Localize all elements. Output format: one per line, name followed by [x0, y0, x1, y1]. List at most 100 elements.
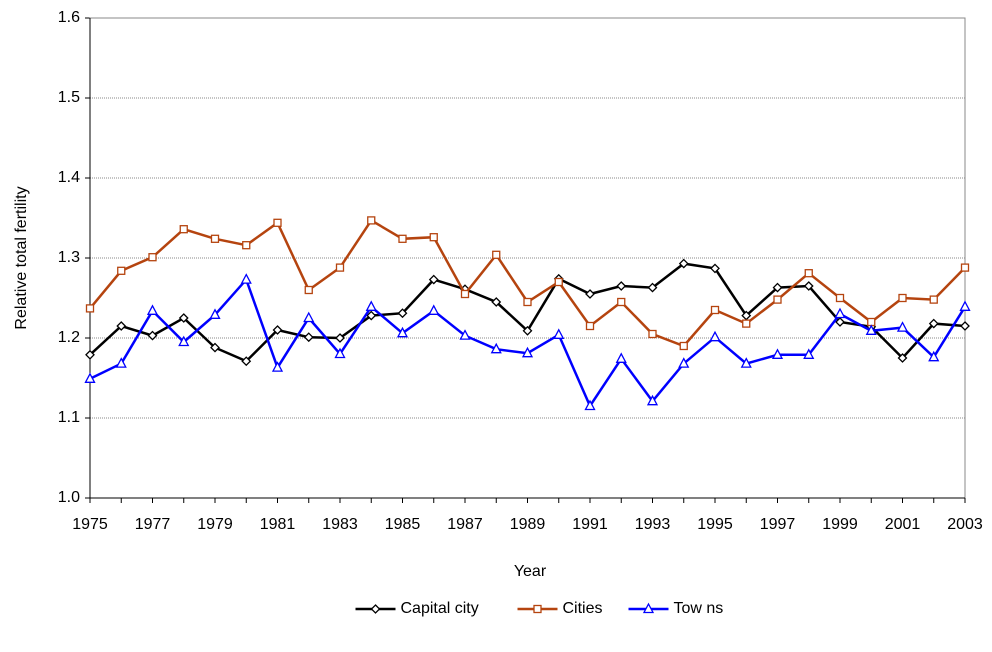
marker	[492, 250, 501, 259]
marker	[804, 269, 813, 278]
marker	[365, 300, 377, 311]
x-tick-label: 1997	[760, 516, 796, 533]
marker	[679, 341, 688, 351]
marker	[522, 325, 533, 336]
y-tick-label: 1.2	[58, 329, 80, 346]
x-tick-label: 1999	[822, 516, 858, 533]
marker	[709, 330, 721, 342]
marker	[834, 307, 846, 319]
marker	[459, 329, 471, 340]
marker	[803, 348, 815, 359]
marker	[710, 263, 720, 274]
marker	[209, 308, 221, 319]
marker	[210, 234, 220, 243]
marker	[271, 361, 284, 372]
marker	[521, 346, 534, 358]
marker	[242, 241, 251, 250]
marker	[898, 293, 907, 303]
marker	[303, 311, 315, 323]
marker	[273, 218, 282, 227]
marker	[240, 273, 252, 284]
marker	[115, 357, 127, 368]
y-tick-label: 1.1	[58, 409, 80, 426]
marker	[835, 293, 845, 303]
marker	[146, 304, 159, 315]
marker	[303, 332, 314, 343]
marker	[803, 281, 814, 291]
marker	[897, 353, 908, 363]
marker	[928, 318, 939, 329]
marker	[585, 321, 595, 331]
marker	[648, 329, 657, 339]
marker	[678, 357, 690, 368]
x-tick-label: 1989	[510, 516, 546, 533]
marker	[585, 289, 595, 299]
marker	[428, 274, 439, 285]
marker	[929, 295, 938, 304]
marker	[366, 310, 377, 321]
x-tick-label: 2003	[947, 516, 983, 533]
marker	[178, 313, 189, 323]
marker	[772, 282, 783, 293]
legend-marker	[370, 604, 381, 614]
marker	[147, 330, 158, 341]
marker	[491, 297, 502, 307]
marker	[396, 326, 409, 338]
x-tick-label: 1985	[385, 516, 421, 533]
x-tick-label: 1993	[635, 516, 671, 533]
legend-marker	[642, 602, 655, 614]
y-tick-label: 1.3	[58, 249, 80, 266]
y-axis-label: Relative total fertility	[13, 186, 30, 329]
legend-marker	[533, 604, 542, 614]
marker	[928, 350, 940, 362]
marker	[584, 399, 596, 411]
series-line	[89, 262, 966, 363]
marker	[646, 394, 659, 406]
marker	[710, 305, 720, 315]
marker	[272, 325, 283, 335]
y-tick-label: 1.5	[58, 89, 80, 106]
y-tick-label: 1.0	[58, 489, 80, 506]
marker	[490, 342, 502, 354]
x-tick-label: 1987	[447, 516, 483, 533]
marker	[398, 234, 407, 243]
marker	[617, 297, 626, 307]
marker	[85, 349, 95, 360]
marker	[773, 295, 782, 304]
marker	[740, 357, 752, 368]
marker	[148, 253, 157, 262]
marker	[429, 233, 438, 242]
x-tick-label: 1983	[322, 516, 358, 533]
marker	[367, 216, 376, 225]
marker	[615, 352, 627, 363]
marker	[304, 285, 313, 295]
marker	[523, 297, 532, 307]
legend-label: Cities	[563, 600, 603, 617]
marker	[116, 321, 127, 331]
marker	[428, 304, 440, 315]
marker	[678, 258, 689, 269]
y-tick-label: 1.6	[58, 9, 80, 26]
x-tick-label: 1979	[197, 516, 233, 533]
x-tick-label: 1991	[572, 516, 608, 533]
x-tick-label: 1981	[260, 516, 296, 533]
marker	[241, 356, 252, 367]
marker	[210, 342, 220, 353]
marker	[647, 282, 658, 293]
marker	[960, 321, 970, 331]
marker	[771, 348, 784, 359]
marker	[553, 328, 565, 339]
x-tick-label: 2001	[885, 516, 921, 533]
marker	[960, 263, 970, 272]
marker	[179, 225, 188, 234]
x-tick-label: 1977	[135, 516, 171, 533]
marker	[616, 281, 627, 291]
marker	[896, 321, 909, 332]
y-tick-label: 1.4	[58, 169, 80, 186]
marker	[835, 317, 845, 327]
marker	[84, 372, 96, 383]
marker	[178, 335, 190, 347]
marker	[334, 347, 346, 359]
marker	[742, 319, 751, 328]
